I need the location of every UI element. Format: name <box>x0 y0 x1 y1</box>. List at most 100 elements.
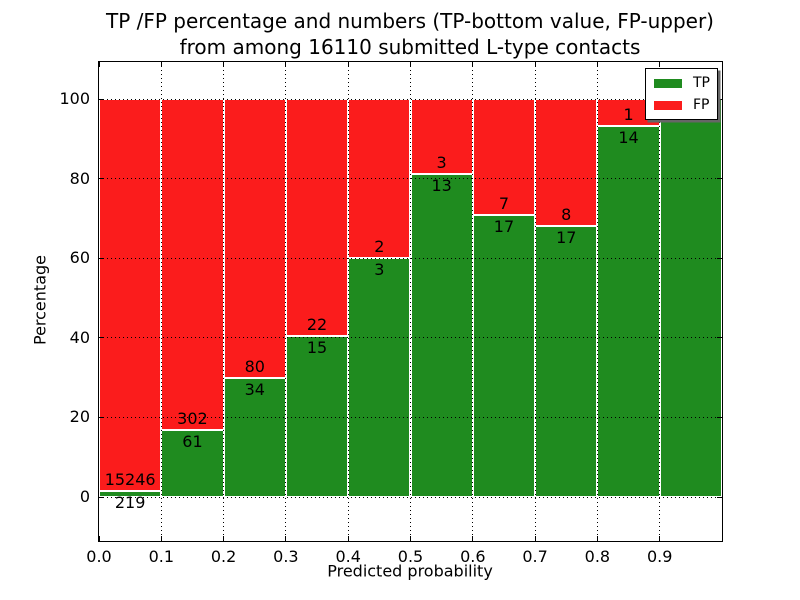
bar-segment-tp <box>223 378 286 497</box>
bar-segment-tp <box>285 335 349 497</box>
bar-segment-tp <box>535 226 598 497</box>
x-tick-mark <box>98 536 100 541</box>
bar-count-label-fp: 8 <box>561 205 572 225</box>
x-tick-mark <box>410 62 411 67</box>
x-tick-mark <box>160 536 162 541</box>
legend-entry-tp: TP <box>654 75 710 91</box>
x-tick-label: 0.0 <box>86 547 112 566</box>
y-tick-mark <box>717 257 722 259</box>
y-tick-label: 0 <box>79 487 90 506</box>
gridline-vertical <box>659 62 661 541</box>
gridline-vertical <box>410 62 411 541</box>
x-tick-mark <box>596 536 598 541</box>
x-tick-label: 0.1 <box>148 547 175 566</box>
x-tick-mark <box>347 62 349 67</box>
gridline-vertical <box>160 62 162 541</box>
gridline-vertical <box>534 62 536 541</box>
y-tick-mark <box>99 98 104 100</box>
y-tick-mark <box>99 416 104 418</box>
bar-segment-tp <box>659 99 722 497</box>
x-tick-label: 0.5 <box>397 547 424 566</box>
y-tick-mark <box>99 496 104 498</box>
y-tick-label: 80 <box>69 168 90 188</box>
gridline-vertical <box>285 62 287 541</box>
y-tick-mark <box>717 178 722 180</box>
y-tick-label: 60 <box>69 248 90 268</box>
bar-count-label-fp: 7 <box>498 194 510 214</box>
bar-count-label-tp: 3 <box>374 260 385 280</box>
bar-segment-fp <box>161 99 224 431</box>
bar-segment-fp <box>472 99 536 216</box>
legend-swatch-tp-icon <box>654 78 682 88</box>
x-tick-mark <box>659 536 661 541</box>
x-tick-mark <box>285 62 287 67</box>
x-tick-mark <box>347 536 349 541</box>
bar-segment-fp <box>535 99 598 227</box>
bar-segment-fp <box>285 99 349 336</box>
bar-segment-tp <box>161 430 224 497</box>
bar-count-label-fp: 15246 <box>104 470 156 490</box>
gridline-vertical <box>347 62 349 541</box>
gridline-vertical <box>596 62 598 541</box>
y-tick-mark <box>717 337 722 339</box>
bar-count-label-fp: 3 <box>436 152 447 172</box>
y-tick-label: 100 <box>59 89 90 108</box>
bar-segment-fp <box>410 99 473 174</box>
y-tick-mark <box>717 98 722 100</box>
y-tick-mark <box>99 178 104 180</box>
chart-title-line1: TP /FP percentage and numbers (TP-bottom… <box>106 9 714 33</box>
x-tick-label: 0.2 <box>210 547 237 566</box>
legend-entry-fp: FP <box>654 97 710 113</box>
x-tick-label: 0.6 <box>460 547 486 566</box>
x-tick-label: 0.3 <box>273 547 299 566</box>
legend: TP FP <box>645 68 718 120</box>
x-tick-mark <box>223 62 225 67</box>
x-tick-label: 0.4 <box>335 547 361 566</box>
x-tick-mark <box>98 62 100 67</box>
bar-count-label-tp: 15 <box>306 337 328 357</box>
x-tick-mark <box>534 536 536 541</box>
legend-label-tp: TP <box>693 75 710 91</box>
bar-segment-fp <box>99 99 162 492</box>
x-tick-mark <box>472 536 474 541</box>
x-tick-mark <box>285 536 287 541</box>
x-tick-mark <box>596 62 598 67</box>
legend-swatch-fp-icon <box>654 100 682 110</box>
bar-segment-tp <box>348 258 411 497</box>
x-tick-mark <box>659 62 661 67</box>
bar-count-label-tp: 13 <box>431 175 452 195</box>
x-tick-mark <box>160 62 162 67</box>
y-tick-mark <box>99 337 104 339</box>
chart-title: TP /FP percentage and numbers (TP-bottom… <box>106 8 714 60</box>
bar-count-label-fp: 1 <box>623 104 634 124</box>
legend-label-fp: FP <box>693 97 710 113</box>
x-axis-label: Predicted probability <box>327 561 493 581</box>
bar-segment-fp <box>223 99 286 379</box>
bar-segment-tp <box>597 125 660 497</box>
x-tick-mark <box>472 62 474 67</box>
x-tick-mark <box>410 536 411 541</box>
plot-area: TP FP 15246 219 302 61 80 34 22 15 2 3 3 13 7 17 8 17 1 1… <box>98 61 723 542</box>
y-tick-mark <box>717 416 722 418</box>
bar-count-label-tp: 17 <box>493 217 515 237</box>
gridline-vertical <box>223 62 225 541</box>
y-tick-label: 20 <box>69 407 90 427</box>
x-tick-label: 0.9 <box>646 547 673 566</box>
y-tick-mark <box>717 496 722 498</box>
bar-count-label-tp: 219 <box>114 493 146 513</box>
gridline-vertical <box>472 62 474 541</box>
bar-segment-tp <box>410 173 473 497</box>
x-tick-label: 0.7 <box>522 547 548 566</box>
x-tick-mark <box>534 62 536 67</box>
bar-count-label-tp: 61 <box>182 432 203 452</box>
chart-title-line2: from among 16110 submitted L-type contac… <box>179 35 641 59</box>
y-tick-mark <box>99 257 104 259</box>
x-tick-label: 0.8 <box>584 547 611 566</box>
bar-count-label-fp: 22 <box>306 314 328 334</box>
bar-count-label-fp: 2 <box>374 237 385 257</box>
bar-count-label-fp: 80 <box>244 357 265 377</box>
bar-count-label-tp: 14 <box>618 127 639 147</box>
bar-segment-tp <box>472 215 536 497</box>
y-tick-label: 40 <box>69 327 90 347</box>
